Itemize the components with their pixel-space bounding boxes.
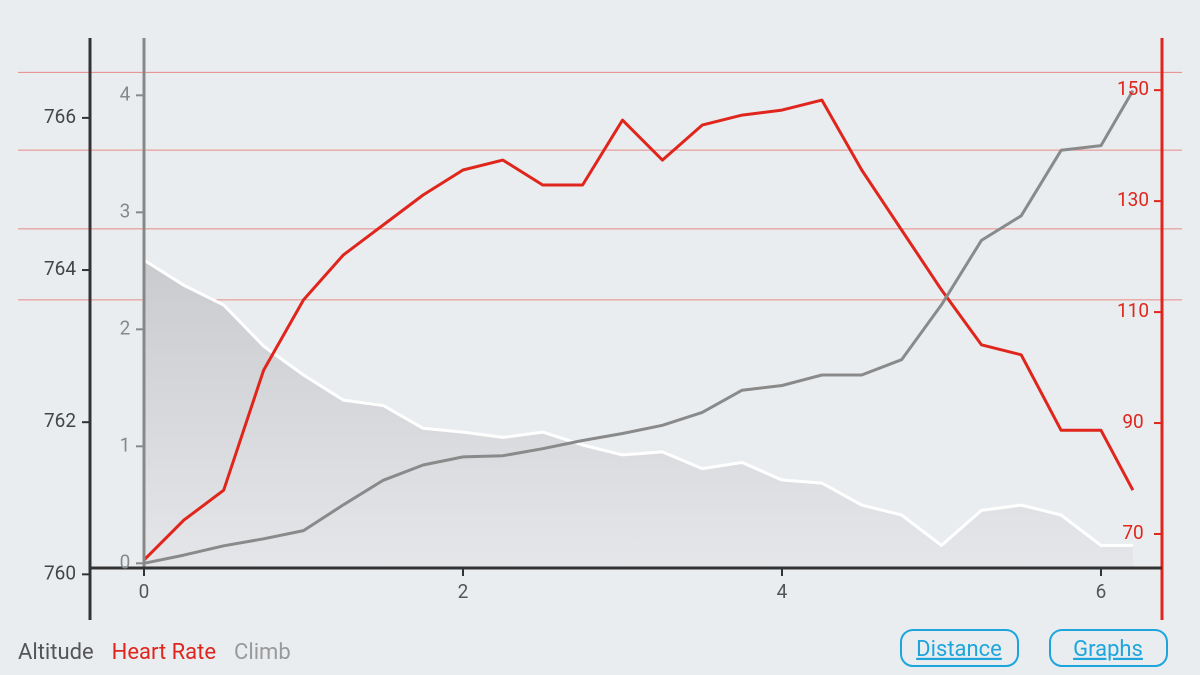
series-line — [142, 98, 1135, 562]
y-tick-label: 760 — [44, 561, 76, 584]
y-tick-label: 766 — [44, 105, 76, 128]
y3-tick-label: 1 — [120, 433, 131, 456]
y3-tick-label: 2 — [120, 316, 131, 339]
y-tick-label: 764 — [44, 257, 76, 280]
button-label[interactable]: Graphs — [1073, 637, 1143, 662]
y3-tick-label: 4 — [120, 82, 131, 105]
y-tick-label: 762 — [44, 409, 76, 432]
plot: 0 2 4 6 760 762 764 766 0 1 2 3 4 70 90 110 130 150 — [18, 38, 1182, 620]
x-tick-label: 6 — [1096, 580, 1107, 603]
y2-tick-label: 90 — [1122, 410, 1143, 433]
x-tick-label: 0 — [139, 580, 150, 603]
series-line — [143, 89, 1135, 565]
y2-tick-label: 110 — [1117, 299, 1149, 322]
legend-entry: Climb — [234, 640, 291, 665]
button-frame[interactable] — [1049, 629, 1168, 667]
button-frame[interactable] — [900, 629, 1019, 667]
legend-entry: Altitude — [18, 640, 94, 665]
y2-tick-label: 150 — [1117, 77, 1149, 100]
button-label[interactable]: Distance — [916, 637, 1002, 662]
y3-tick-label: 0 — [120, 550, 131, 573]
y2-tick-label: 70 — [1122, 521, 1143, 544]
x-tick-label: 4 — [777, 580, 788, 603]
series-line — [143, 258, 1133, 547]
area — [144, 260, 1133, 568]
y2-tick-label: 130 — [1117, 188, 1149, 211]
x-tick-label: 2 — [458, 580, 469, 603]
y3-tick-label: 3 — [120, 199, 131, 222]
graphs-button[interactable]: Graphs — [1049, 629, 1168, 667]
legend-entry: Heart Rate — [112, 640, 216, 665]
distance-button[interactable]: Distance — [900, 629, 1019, 667]
